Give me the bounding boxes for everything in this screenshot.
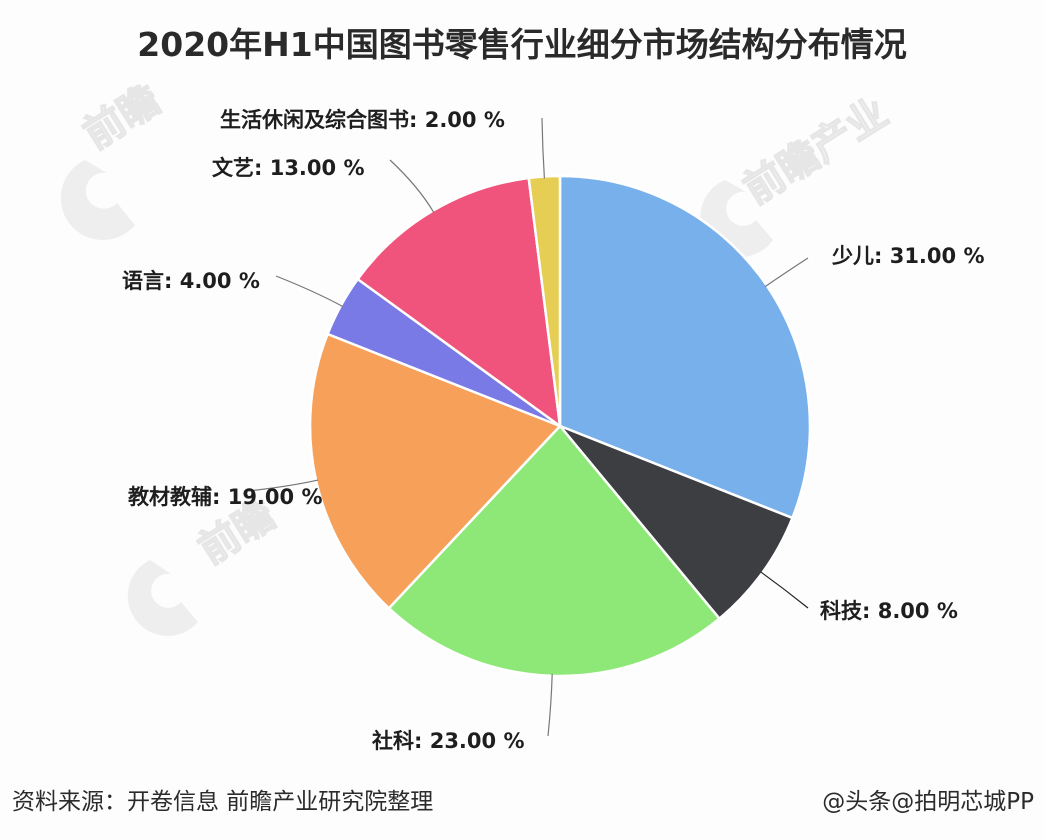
source-note: 资料来源：开卷信息 前瞻产业研究院整理: [12, 789, 434, 815]
label-shenghuo: 生活休闲及综合图书: 2.00 %: [220, 108, 505, 132]
label-wenyi: 文艺: 13.00 %: [212, 156, 365, 180]
leader-line-sheke: [547, 673, 553, 737]
chart-title: 2020年H1中国图书零售行业细分市场结构分布情况: [137, 25, 907, 64]
label-yuyan: 语言: 4.00 %: [122, 269, 260, 293]
leader-lines: [247, 117, 809, 737]
leader-line-wenyi: [389, 159, 435, 213]
pie-slices: [308, 174, 812, 678]
leader-line-jiaocai: [247, 479, 319, 492]
svg-text:前瞻产业: 前瞻产业: [736, 90, 896, 214]
svg-text:前瞻: 前瞻: [76, 77, 168, 158]
label-keji: 科技: 8.00 %: [820, 599, 958, 623]
leader-line-keji: [760, 571, 809, 609]
leader-line-yuyan: [275, 275, 343, 308]
leader-line-shenghuo: [541, 117, 545, 179]
label-shaoer: 少儿: 31.00 %: [831, 244, 985, 268]
leader-line-shaoer: [764, 257, 809, 288]
credit-watermark: @头条@拍明芯城PP: [822, 789, 1034, 815]
label-jiaocai: 教材教辅: 19.00 %: [128, 485, 323, 509]
label-sheke: 社科: 23.00 %: [371, 729, 525, 753]
